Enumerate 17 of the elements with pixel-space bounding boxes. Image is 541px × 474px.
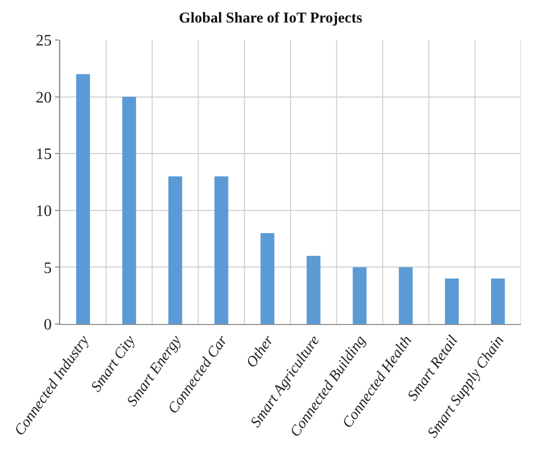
y-tick-label: 20 <box>36 89 52 106</box>
bar <box>444 278 459 324</box>
bar <box>398 267 413 324</box>
bar <box>352 267 367 324</box>
bar <box>306 256 320 324</box>
y-tick-label: 10 <box>36 203 52 220</box>
y-tick-label: 0 <box>44 316 52 334</box>
bar <box>122 96 136 324</box>
y-tick-label: 15 <box>36 146 52 164</box>
chart-title: Global Share of IoT Projects <box>178 10 362 26</box>
bar <box>491 278 505 324</box>
bar <box>168 176 182 324</box>
y-tick-label: 25 <box>36 32 52 50</box>
bar <box>260 233 274 324</box>
y-tick-label: 5 <box>44 260 52 277</box>
bar <box>76 74 90 324</box>
bar <box>214 176 228 324</box>
